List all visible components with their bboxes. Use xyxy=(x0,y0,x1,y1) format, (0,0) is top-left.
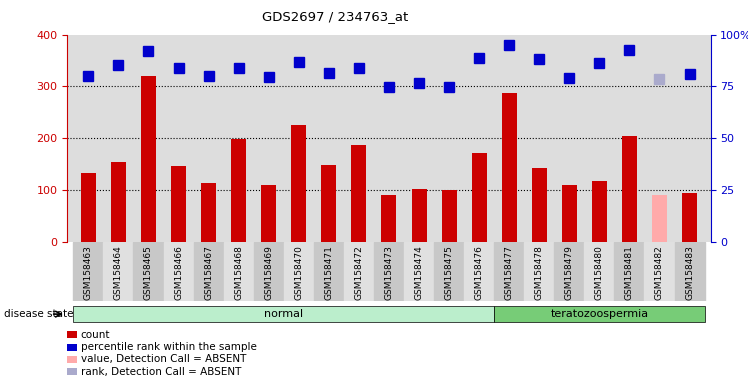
Text: GSM158476: GSM158476 xyxy=(475,245,484,300)
Bar xyxy=(344,242,374,301)
Bar xyxy=(201,183,216,242)
Bar xyxy=(584,242,614,301)
Bar xyxy=(554,242,584,301)
Bar xyxy=(171,166,186,242)
Text: GSM158474: GSM158474 xyxy=(414,245,423,300)
Text: disease state: disease state xyxy=(4,309,73,319)
Bar xyxy=(194,242,224,301)
Text: GSM158464: GSM158464 xyxy=(114,245,123,300)
Text: GDS2697 / 234763_at: GDS2697 / 234763_at xyxy=(262,10,408,23)
Text: GSM158481: GSM158481 xyxy=(625,245,634,300)
Text: teratozoospermia: teratozoospermia xyxy=(551,309,649,319)
Bar xyxy=(291,125,306,242)
Text: GSM158466: GSM158466 xyxy=(174,245,183,300)
Text: GSM158473: GSM158473 xyxy=(384,245,393,300)
Text: rank, Detection Call = ABSENT: rank, Detection Call = ABSENT xyxy=(81,367,241,377)
Bar xyxy=(404,242,434,301)
Bar xyxy=(224,242,254,301)
Text: GSM158482: GSM158482 xyxy=(655,245,664,300)
Bar xyxy=(261,185,276,242)
Bar xyxy=(141,76,156,242)
Bar xyxy=(472,153,487,242)
Text: normal: normal xyxy=(264,309,303,319)
Text: GSM158478: GSM158478 xyxy=(535,245,544,300)
Bar xyxy=(103,242,133,301)
Bar xyxy=(524,242,554,301)
Bar xyxy=(592,181,607,242)
Text: percentile rank within the sample: percentile rank within the sample xyxy=(81,342,257,352)
Bar xyxy=(562,185,577,242)
Text: GSM158470: GSM158470 xyxy=(294,245,303,300)
Text: GSM158469: GSM158469 xyxy=(264,245,273,300)
Bar xyxy=(381,195,396,242)
Bar xyxy=(314,242,344,301)
Text: count: count xyxy=(81,330,110,340)
Bar xyxy=(111,162,126,242)
Text: GSM158475: GSM158475 xyxy=(444,245,453,300)
Text: GSM158477: GSM158477 xyxy=(505,245,514,300)
FancyBboxPatch shape xyxy=(73,306,494,323)
Bar xyxy=(622,136,637,242)
Bar xyxy=(502,93,517,242)
Text: GSM158472: GSM158472 xyxy=(355,245,364,300)
Bar xyxy=(494,242,524,301)
Text: GSM158479: GSM158479 xyxy=(565,245,574,300)
Text: GSM158463: GSM158463 xyxy=(84,245,93,300)
Bar xyxy=(352,145,367,242)
Text: value, Detection Call = ABSENT: value, Detection Call = ABSENT xyxy=(81,354,246,364)
Bar xyxy=(73,242,103,301)
Text: GSM158471: GSM158471 xyxy=(325,245,334,300)
Bar xyxy=(532,168,547,242)
Bar xyxy=(374,242,404,301)
Bar xyxy=(652,195,667,242)
FancyBboxPatch shape xyxy=(494,306,705,323)
Bar xyxy=(322,165,337,242)
Bar xyxy=(434,242,464,301)
Bar xyxy=(231,139,246,242)
Bar xyxy=(614,242,645,301)
Bar xyxy=(411,189,426,242)
Text: GSM158480: GSM158480 xyxy=(595,245,604,300)
Bar xyxy=(164,242,194,301)
Bar xyxy=(441,190,456,242)
Text: GSM158465: GSM158465 xyxy=(144,245,153,300)
Bar xyxy=(133,242,164,301)
Text: GSM158468: GSM158468 xyxy=(234,245,243,300)
Bar xyxy=(675,242,705,301)
Bar xyxy=(645,242,675,301)
Bar xyxy=(254,242,283,301)
Bar xyxy=(464,242,494,301)
Bar xyxy=(81,173,96,242)
Text: GSM158483: GSM158483 xyxy=(685,245,694,300)
Text: GSM158467: GSM158467 xyxy=(204,245,213,300)
Bar xyxy=(283,242,314,301)
Bar xyxy=(682,193,697,242)
